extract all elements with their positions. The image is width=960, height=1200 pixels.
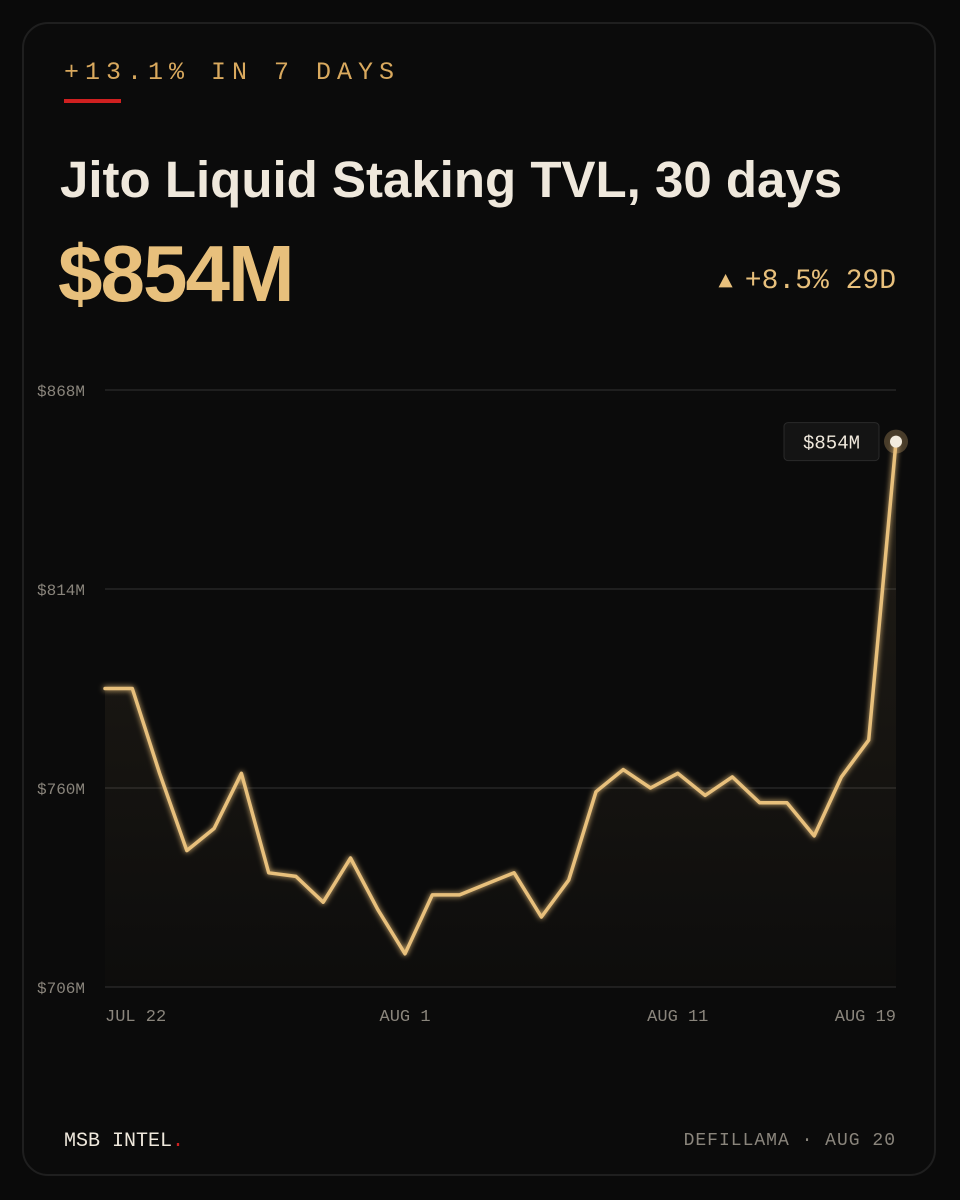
value-tooltip (783, 422, 880, 462)
chart-title: Jito Liquid Staking TVL, 30 days (60, 151, 843, 208)
source-label: DEFILLAMA · AUG 20 (683, 1131, 896, 1151)
area-fill (105, 441, 896, 988)
y-tick-label: $814M (37, 582, 85, 600)
x-tick-label: AUG 19 (835, 1008, 896, 1027)
y-tick-label: $706M (37, 980, 85, 998)
y-tick-label: $868M (37, 383, 85, 401)
series-line (103, 439, 898, 956)
period-change-text: +8.5% 29D (744, 266, 896, 297)
x-tick-label: AUG 11 (647, 1008, 708, 1027)
period-change: ▲ +8.5% 29D (718, 266, 896, 297)
brand-label: MSB INTEL. (64, 1130, 184, 1153)
y-tick-label: $760M (37, 781, 85, 799)
kicker-rule (64, 99, 121, 103)
x-tick-label: AUG 1 (380, 1008, 431, 1027)
weekly-change-kicker: +13.1% IN 7 DAYS (64, 58, 401, 87)
last-point-marker (890, 435, 902, 448)
up-arrow-icon: ▲ (718, 269, 733, 296)
brand-dot: . (172, 1130, 185, 1153)
brand-name: MSB INTEL (64, 1130, 173, 1153)
value-tooltip-text: $854M (803, 433, 860, 455)
x-tick-label: JUL 22 (105, 1008, 166, 1027)
current-value: $854M (58, 229, 295, 318)
line-chart: $868M $814M $760M $706M JUL 22 AUG 1 AUG 11 AU… (37, 383, 908, 1027)
